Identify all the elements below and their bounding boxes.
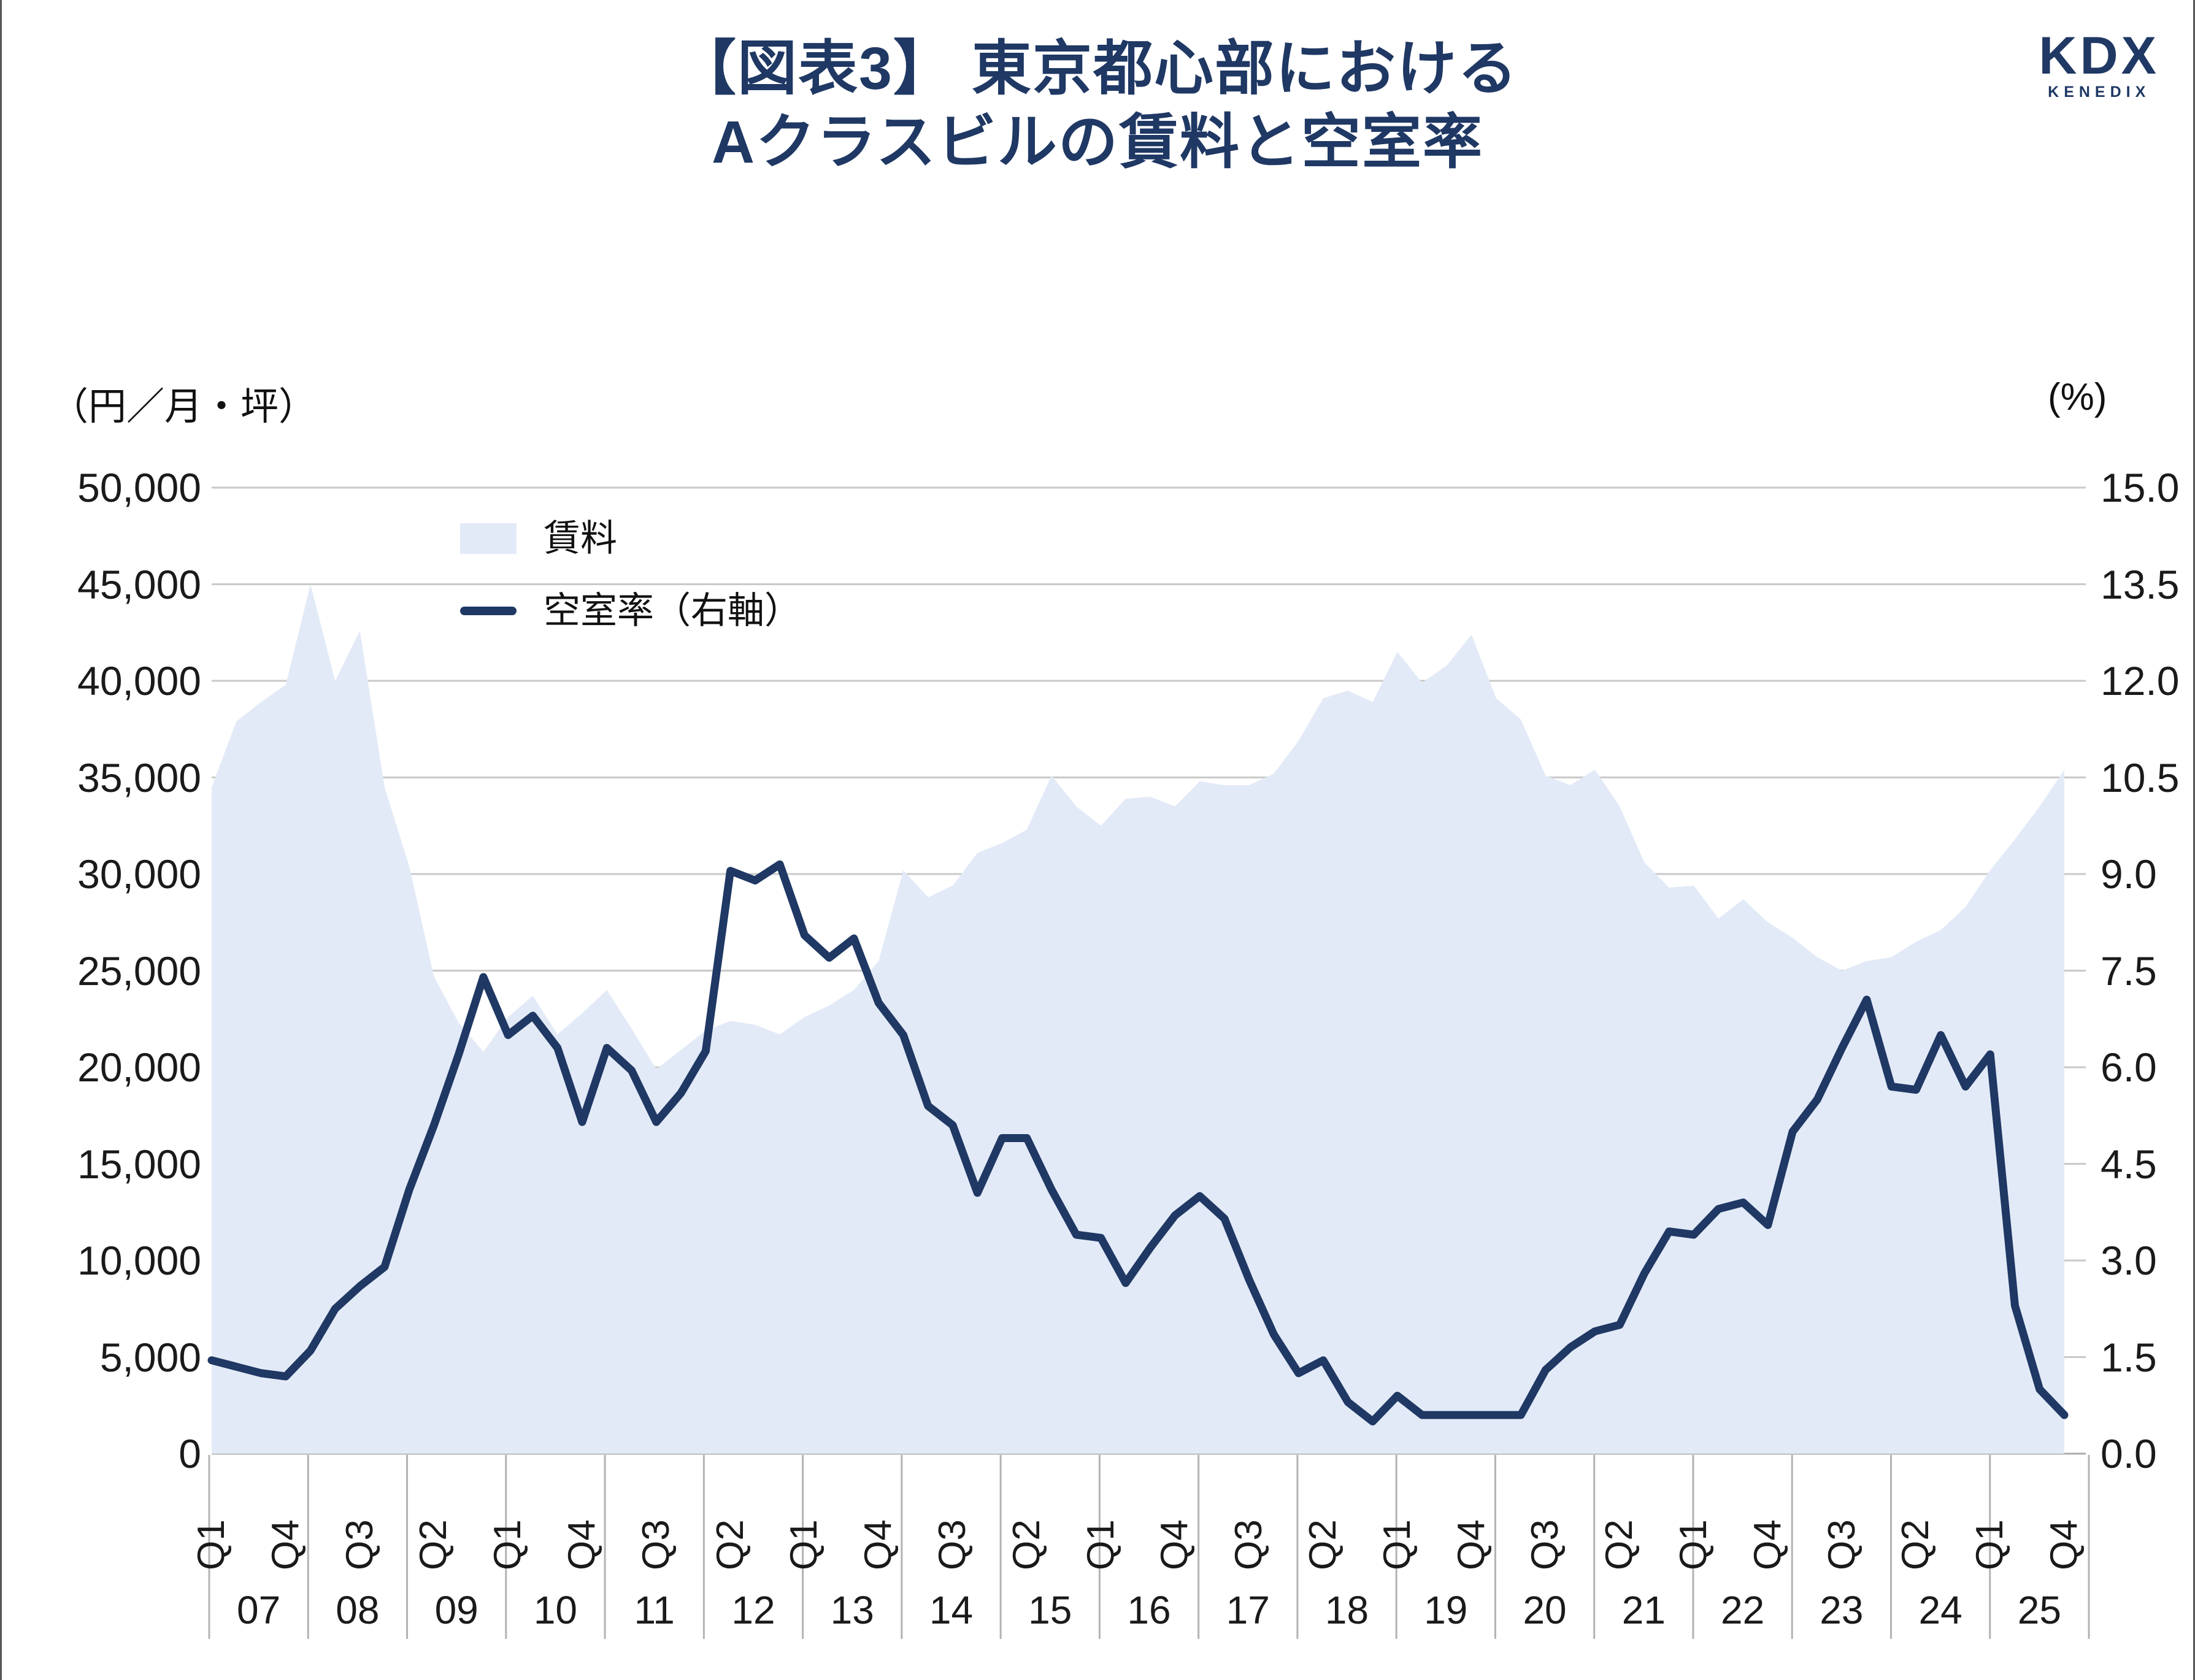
x-axis-year-label: 10 xyxy=(533,1588,577,1632)
left-axis-tick-label: 5,000 xyxy=(99,1334,201,1380)
x-axis-year-label: 11 xyxy=(634,1588,675,1632)
left-axis-tick-label: 50,000 xyxy=(77,465,201,510)
x-axis-quarter-label: Q4 xyxy=(264,1519,307,1570)
right-axis-tick-label: 4.5 xyxy=(2101,1141,2157,1187)
kdx-logo: KDX KENEDIX xyxy=(2039,29,2159,100)
legend-rent-label: 賃料 xyxy=(544,518,617,559)
x-axis-year-label: 17 xyxy=(1226,1588,1270,1632)
x-axis-year-label: 22 xyxy=(1720,1588,1765,1632)
x-axis-quarter-label: Q4 xyxy=(1153,1519,1196,1570)
page-title: 【図表3】 東京都心部における Aクラスビルの賃料と空室率 xyxy=(0,32,2195,180)
x-axis-quarter-label: Q1 xyxy=(1375,1519,1418,1570)
x-axis-quarter-label: Q2 xyxy=(1598,1519,1641,1570)
vacancy-line-series xyxy=(207,860,2069,1425)
right-axis-tick-label: 9.0 xyxy=(2101,851,2157,897)
x-axis-year-label: 20 xyxy=(1523,1588,1567,1632)
left-axis-tick-label: 40,000 xyxy=(77,658,201,704)
rent-area-swatch-icon xyxy=(460,523,517,554)
x-axis-year-label: 24 xyxy=(1918,1588,1962,1632)
legend-item-vacancy: 空室率（右軸） xyxy=(460,593,801,629)
kenedix-logo-text: KENEDIX xyxy=(2048,83,2151,101)
x-axis-quarter-label: Q3 xyxy=(931,1519,974,1570)
x-axis-quarter-label: Q2 xyxy=(709,1519,752,1570)
x-axis-year-label: 14 xyxy=(929,1588,974,1632)
x-axis-quarter-label: Q1 xyxy=(1969,1519,2012,1570)
x-axis-year-label: 21 xyxy=(1621,1588,1666,1632)
legend-item-rent: 賃料 xyxy=(460,520,801,557)
left-axis-tick-label: 0 xyxy=(179,1431,201,1476)
x-axis-quarter-label: Q4 xyxy=(561,1519,603,1570)
right-axis-tick-label: 15.0 xyxy=(2101,465,2180,510)
x-axis-quarter-label: Q3 xyxy=(338,1519,381,1570)
x-axis-year-label: 23 xyxy=(1820,1588,1864,1632)
x-axis-quarter-label: Q4 xyxy=(1450,1519,1493,1570)
vacancy-line-swatch-icon xyxy=(460,607,517,615)
x-axis-quarter-label: Q1 xyxy=(486,1519,529,1570)
x-axis-year-label: 08 xyxy=(336,1588,380,1632)
page-title-line1: 【図表3】 東京都心部における xyxy=(677,35,1518,102)
x-axis-quarter-label: Q1 xyxy=(783,1519,826,1570)
x-axis-quarter-label: Q1 xyxy=(1079,1519,1122,1570)
right-axis-tick-label: 1.5 xyxy=(2101,1334,2157,1380)
right-axis-tick-label: 3.0 xyxy=(2101,1238,2157,1283)
right-axis-tick-label: 7.5 xyxy=(2101,948,2157,994)
x-axis-quarter-label: Q1 xyxy=(1672,1519,1715,1570)
rent-area-series xyxy=(212,584,2064,1454)
x-axis-year-label: 16 xyxy=(1127,1588,1171,1632)
left-axis-tick-label: 25,000 xyxy=(77,948,201,994)
x-axis-quarter-label: Q2 xyxy=(1302,1519,1344,1570)
x-axis-quarter-label: Q4 xyxy=(857,1519,900,1570)
legend-vacancy-label: 空室率（右軸） xyxy=(544,590,801,631)
right-axis-tick-label: 10.5 xyxy=(2101,754,2180,800)
x-axis-quarter-label: Q3 xyxy=(1228,1519,1270,1570)
x-axis-quarter-label: Q2 xyxy=(412,1519,455,1570)
x-axis-year-label: 13 xyxy=(830,1588,874,1632)
x-axis-year-label: 12 xyxy=(731,1588,775,1632)
right-axis-tick-label: 0.0 xyxy=(2101,1431,2157,1476)
right-border xyxy=(2193,0,2195,1680)
left-axis-tick-label: 15,000 xyxy=(77,1141,201,1187)
x-axis-year-label: 09 xyxy=(434,1588,479,1632)
x-axis-quarter-label: Q4 xyxy=(2043,1519,2085,1570)
left-axis-tick-label: 20,000 xyxy=(77,1045,201,1090)
right-axis-tick-label: 13.5 xyxy=(2101,561,2180,607)
x-axis-year-label: 18 xyxy=(1324,1588,1369,1632)
right-axis-tick-label: 6.0 xyxy=(2101,1045,2157,1090)
left-axis-unit-label: （円／月・坪） xyxy=(50,386,317,428)
left-axis-tick-label: 45,000 xyxy=(77,561,201,607)
page-title-line2: Aクラスビルの賃料と空室率 xyxy=(711,109,1484,176)
left-axis-tick-label: 30,000 xyxy=(77,851,201,897)
left-axis-tick-label: 35,000 xyxy=(77,754,201,800)
x-axis-quarter-label: Q4 xyxy=(1746,1519,1789,1570)
x-axis-year-label: 25 xyxy=(2017,1588,2061,1632)
left-border xyxy=(0,0,2,1680)
x-axis-quarter-label: Q3 xyxy=(634,1519,677,1570)
kdx-logo-text: KDX xyxy=(2039,26,2159,85)
chart-legend: 賃料 空室率（右軸） xyxy=(460,520,801,629)
x-axis-year-label: 19 xyxy=(1424,1588,1468,1632)
x-axis-quarter-label: Q2 xyxy=(1894,1519,1937,1570)
x-axis-quarter-label: Q1 xyxy=(190,1519,233,1570)
x-axis-quarter-label: Q3 xyxy=(1524,1519,1567,1570)
x-axis-year-label: 07 xyxy=(237,1588,281,1632)
x-axis-quarter-label: Q2 xyxy=(1005,1519,1048,1570)
right-axis-tick-label: 12.0 xyxy=(2101,658,2180,704)
left-axis-tick-label: 10,000 xyxy=(77,1238,201,1283)
right-axis-unit-label: (%) xyxy=(2048,376,2107,418)
x-axis-year-label: 15 xyxy=(1028,1588,1072,1632)
x-axis-quarter-label: Q3 xyxy=(1820,1519,1863,1570)
